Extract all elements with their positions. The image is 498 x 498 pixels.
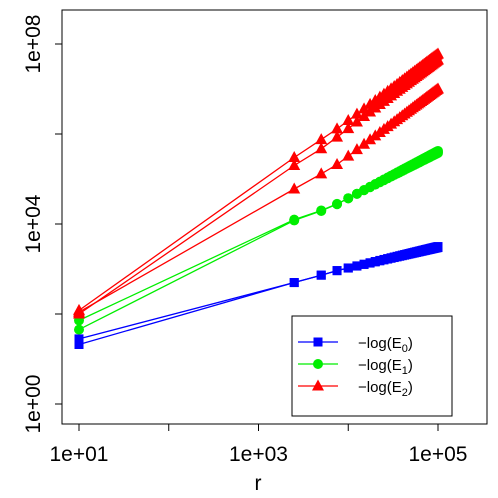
data-point (342, 149, 355, 161)
y-tick-label: 1e+00 (22, 375, 45, 434)
data-point (364, 97, 377, 109)
data-point (343, 193, 354, 204)
series-E0b (74, 242, 443, 350)
data-point (331, 158, 344, 170)
data-point (316, 270, 326, 280)
legend-marker (312, 379, 324, 391)
legend-entry: −log(E0) (298, 335, 413, 355)
data-point (358, 137, 371, 149)
data-point (331, 130, 344, 142)
data-point (350, 107, 363, 119)
x-axis-label: r (255, 472, 262, 495)
data-point (343, 263, 353, 273)
data-point (364, 105, 377, 117)
data-point (365, 258, 375, 268)
data-point (432, 242, 442, 252)
legend-entry: −log(E2) (298, 379, 413, 399)
series-E2a (73, 47, 444, 315)
y-axis: 1e+00 1e+04 1e+08 (22, 15, 63, 434)
data-point (332, 199, 343, 210)
y-tick-label: 1e+08 (22, 15, 45, 74)
data-point (342, 114, 355, 126)
data-point (352, 261, 362, 271)
data-point (359, 259, 369, 269)
data-point (315, 167, 328, 179)
data-point (350, 143, 363, 155)
data-point (431, 48, 444, 60)
x-tick-label: 1e+05 (409, 443, 468, 466)
data-point (342, 122, 355, 134)
data-point (315, 133, 328, 145)
legend-label: −log(E0) (358, 335, 413, 355)
data-point (73, 303, 85, 315)
data-point (364, 133, 377, 145)
legend-entry: −log(E1) (298, 357, 413, 377)
data-point (288, 158, 301, 170)
legend: −log(E0)−log(E1)−log(E2) (291, 315, 453, 417)
data-point (331, 122, 344, 134)
x-axis: 1e+01 1e+03 1e+05 (50, 423, 468, 466)
data-point (74, 324, 84, 335)
data-point (316, 205, 327, 216)
series-E2c (73, 82, 444, 317)
data-point (431, 83, 444, 95)
series-E1b (74, 145, 443, 335)
data-point (74, 340, 84, 350)
series-line (78, 88, 439, 313)
data-point (350, 115, 363, 127)
data-point (288, 182, 301, 194)
x-tick-label: 1e+01 (50, 443, 109, 466)
x-tick-label: 1e+03 (229, 443, 288, 466)
data-point (315, 142, 328, 154)
legend-label: −log(E1) (358, 357, 413, 377)
data-point (358, 102, 371, 114)
legend-marker (313, 359, 323, 369)
data-point (332, 266, 342, 276)
data-point (289, 278, 299, 288)
series-layer (73, 47, 444, 350)
data-point (289, 215, 300, 226)
data-point (370, 257, 380, 267)
data-point (288, 151, 301, 163)
y-tick-label: 1e+04 (22, 194, 45, 253)
data-point (432, 146, 443, 157)
legend-marker (313, 337, 323, 347)
data-point (74, 334, 84, 344)
legend-label: −log(E2) (358, 379, 413, 399)
